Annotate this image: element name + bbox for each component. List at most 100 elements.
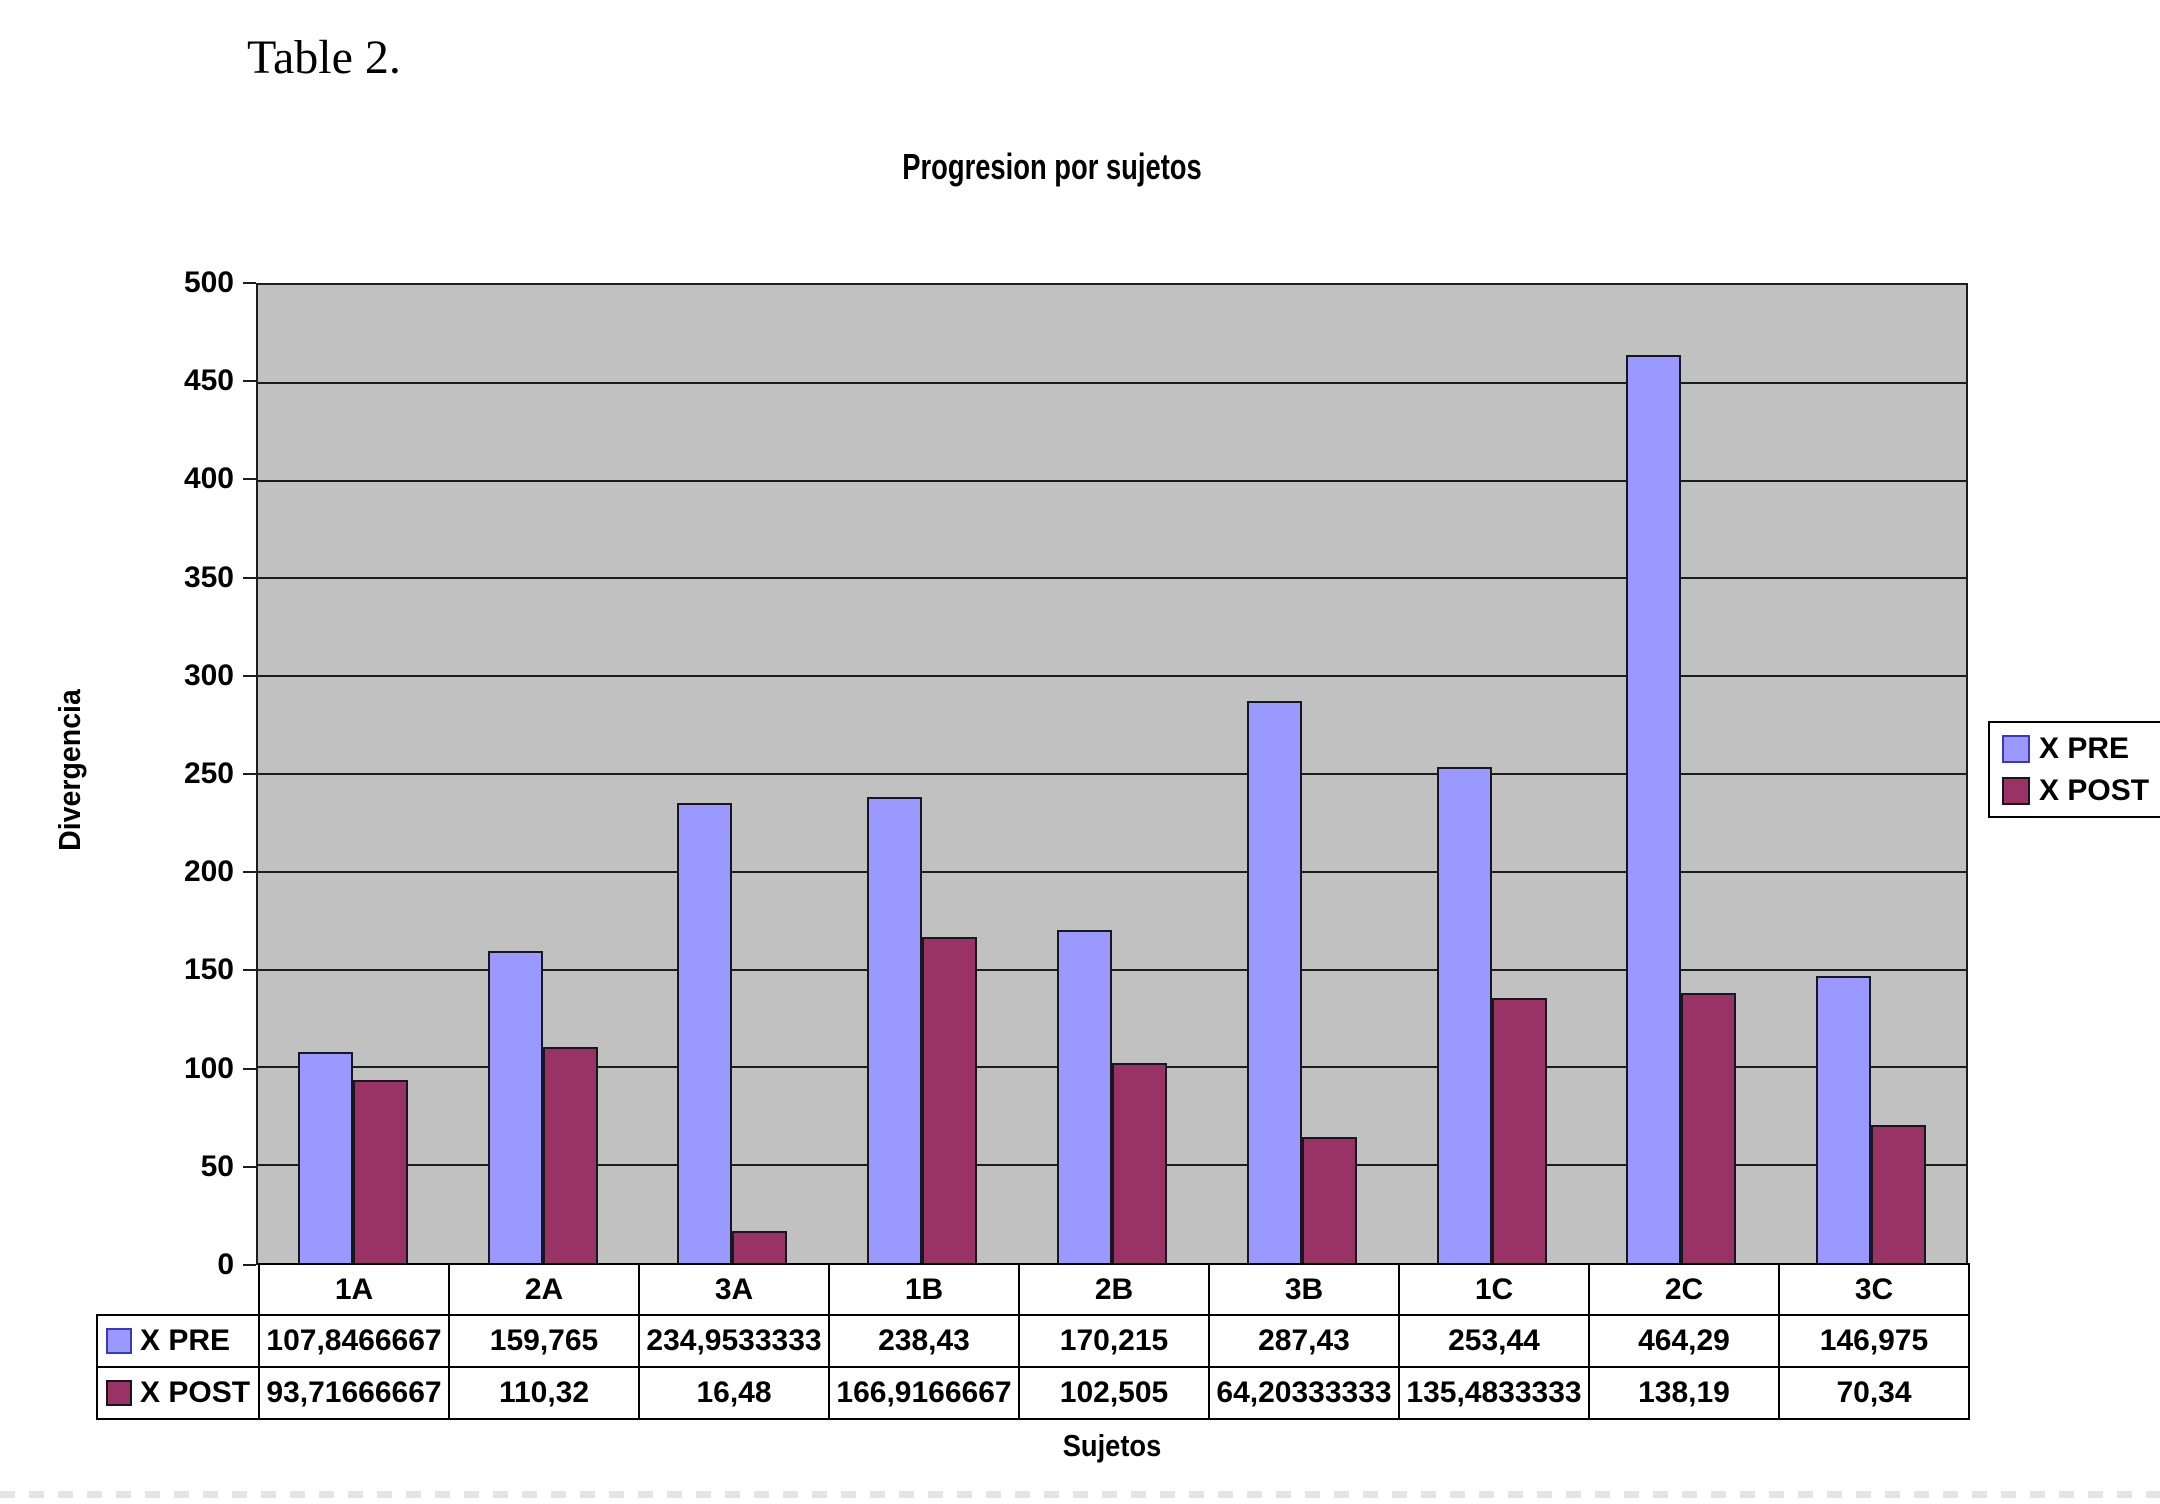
value-x-post-2A: 110,32 xyxy=(448,1366,640,1420)
value-x-pre-2C: 464,29 xyxy=(1588,1314,1780,1368)
category-header-2A: 2A xyxy=(448,1263,640,1316)
category-slot-1A xyxy=(258,285,448,1263)
legend-label: X POST xyxy=(2039,773,2150,807)
category-header-3C: 3C xyxy=(1778,1263,1970,1316)
bar-x-post-1B xyxy=(922,936,978,1263)
category-slot-3A xyxy=(638,285,828,1263)
y-tick-label: 350 xyxy=(183,560,234,594)
bar-x-pre-3A xyxy=(677,803,733,1263)
bar-x-pre-2B xyxy=(1056,930,1113,1263)
y-tick-label: 400 xyxy=(183,462,234,496)
value-x-pre-1B: 238,43 xyxy=(828,1314,1020,1368)
x-axis-label: Sujetos xyxy=(1062,1428,1162,1463)
series-row-header: X POST xyxy=(96,1366,260,1420)
data-table: 1A 2A 3A 1B 2B 3B 1C 2C 3C X PRE 107,8466667 159,76… xyxy=(96,1263,1970,1420)
value-x-post-3C: 70,34 xyxy=(1778,1366,1970,1420)
category-header-2B: 2B xyxy=(1018,1263,1210,1316)
category-header-1C: 1C xyxy=(1398,1263,1590,1316)
y-tick-label: 0 xyxy=(217,1248,234,1281)
category-header-1B: 1B xyxy=(828,1263,1020,1316)
chart-title: Progresion por sujetos xyxy=(902,146,1202,187)
plot-area xyxy=(256,283,1968,1265)
category-slot-3B xyxy=(1207,285,1397,1263)
series-row-x-pre: X PRE 107,8466667 159,765 234,9533333 238,43… xyxy=(96,1314,1970,1368)
bar-x-post-2B xyxy=(1112,1062,1168,1263)
bar-x-pre-3C xyxy=(1816,975,1872,1263)
value-x-post-1B: 166,9166667 xyxy=(828,1366,1020,1420)
value-x-pre-3B: 287,43 xyxy=(1208,1314,1400,1368)
bar-x-post-2C xyxy=(1681,992,1737,1263)
y-tick-mark xyxy=(243,773,256,775)
legend-swatch xyxy=(2002,734,2030,763)
value-x-post-3A: 16,48 xyxy=(638,1366,830,1420)
y-tick-label: 300 xyxy=(183,658,234,692)
bar-x-pre-1C xyxy=(1436,767,1492,1263)
series-row-header: X PRE xyxy=(96,1314,260,1368)
gridline xyxy=(258,381,1966,384)
bar-x-pre-2C xyxy=(1626,354,1682,1263)
bar-x-pre-2A xyxy=(487,950,543,1263)
y-tick-mark xyxy=(243,1165,256,1168)
series-name: X PRE xyxy=(140,1324,231,1357)
category-slot-1C xyxy=(1397,285,1587,1263)
value-x-pre-2B: 170,215 xyxy=(1018,1314,1210,1368)
gridline xyxy=(258,577,1966,580)
bar-x-post-2A xyxy=(542,1047,598,1263)
bar-x-post-3C xyxy=(1871,1125,1927,1263)
table-caption: Table 2. xyxy=(247,31,401,84)
gridline xyxy=(258,773,1966,775)
series-row-header-inner: X PRE xyxy=(99,1324,257,1358)
y-tick-mark xyxy=(243,674,256,677)
value-x-post-1C: 135,4833333 xyxy=(1398,1366,1590,1420)
category-slot-3C xyxy=(1776,285,1966,1263)
category-header-2C: 2C xyxy=(1588,1263,1780,1316)
y-tick-mark xyxy=(243,478,256,481)
y-tick-mark xyxy=(243,576,256,579)
y-tick-mark xyxy=(243,380,256,383)
gridline xyxy=(258,479,1966,482)
series-swatch xyxy=(106,1380,132,1406)
y-tick-label: 150 xyxy=(183,953,234,987)
value-x-pre-1A: 107,8466667 xyxy=(258,1314,450,1368)
y-tick-mark xyxy=(243,871,256,874)
bar-x-post-1A xyxy=(352,1079,408,1263)
bar-x-post-3B xyxy=(1301,1137,1357,1263)
gridline xyxy=(258,870,1966,873)
category-slot-1B xyxy=(827,285,1017,1263)
y-tick-mark xyxy=(243,1067,256,1070)
series-row-header-inner: X POST xyxy=(99,1376,257,1410)
y-tick-mark xyxy=(243,282,256,284)
y-tick-label: 200 xyxy=(183,855,234,889)
y-tick-label: 100 xyxy=(183,1051,234,1085)
value-x-pre-2A: 159,765 xyxy=(448,1314,640,1368)
legend-label: X PRE xyxy=(2039,731,2130,765)
y-tick-label: 250 xyxy=(183,757,234,790)
value-x-pre-1C: 253,44 xyxy=(1398,1314,1590,1368)
value-x-post-1A: 93,71666667 xyxy=(258,1366,450,1420)
value-x-post-2B: 102,505 xyxy=(1018,1366,1210,1420)
legend-swatch xyxy=(2002,776,2030,805)
bar-x-pre-1B xyxy=(867,796,923,1263)
series-name: X POST xyxy=(140,1376,251,1409)
series-swatch xyxy=(106,1328,132,1354)
category-slot-2A xyxy=(448,285,638,1263)
y-tick-label: 50 xyxy=(200,1149,234,1183)
category-header-3A: 3A xyxy=(638,1263,830,1316)
y-tick-label: 500 xyxy=(183,266,234,299)
table-blank-cell xyxy=(97,1264,259,1315)
bar-x-pre-3B xyxy=(1246,700,1302,1263)
series-row-x-post: X POST 93,71666667 110,32 16,48 166,9166667 1… xyxy=(96,1366,1970,1420)
y-tick-mark xyxy=(243,1264,256,1266)
category-header-3B: 3B xyxy=(1208,1263,1400,1316)
category-header-row: 1A 2A 3A 1B 2B 3B 1C 2C 3C xyxy=(97,1263,1970,1316)
legend-entry: X PRE xyxy=(2002,732,2160,766)
value-x-pre-3C: 146,975 xyxy=(1778,1314,1970,1368)
bar-x-post-1C xyxy=(1491,998,1547,1263)
y-tick-label: 450 xyxy=(183,364,234,398)
legend: X PRE X POST xyxy=(1988,721,2160,818)
value-x-post-2C: 138,19 xyxy=(1588,1366,1780,1420)
legend-entry: X POST xyxy=(2002,774,2160,808)
y-axis-label: Divergencia xyxy=(52,689,87,851)
bar-x-post-3A xyxy=(732,1230,788,1263)
